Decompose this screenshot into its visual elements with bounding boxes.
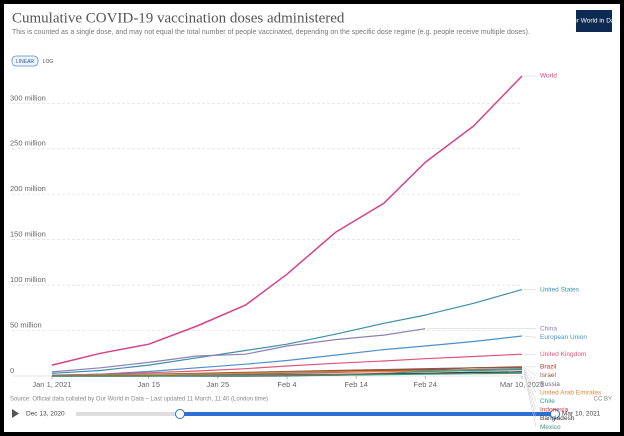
x-tick-label: Mar 10, 2021	[500, 380, 544, 389]
legend-label: Israel	[540, 372, 556, 379]
legend-leader	[523, 367, 537, 376]
legend-label: European Union	[540, 334, 587, 341]
y-tick-label: 200 million	[10, 184, 46, 193]
timeline-start: Dec 13, 2020	[26, 411, 65, 418]
y-tick-label: 50 million	[10, 321, 42, 330]
logo[interactable]: Our World in Data	[568, 18, 620, 25]
legend-label: Bangladesh	[540, 415, 575, 422]
legend-label: China	[540, 325, 557, 332]
x-tick-label: Jan 1, 2021	[32, 380, 71, 389]
series-line	[51, 328, 426, 373]
legend-label: Brazil	[540, 364, 557, 371]
legend-label: World	[540, 73, 557, 80]
legend-leader	[523, 369, 537, 402]
logo-box[interactable]	[576, 10, 612, 32]
y-tick-label: 100 million	[10, 275, 46, 284]
x-tick-label: Feb 4	[277, 380, 296, 389]
linear-button[interactable]	[11, 55, 39, 67]
x-tick-label: Jan 25	[207, 380, 230, 389]
y-tick-label: 0	[10, 366, 14, 375]
source: Source: Official data collated by Our Wo…	[10, 397, 268, 403]
log-label[interactable]: LOG	[43, 59, 54, 65]
y-tick-label: 150 million	[10, 230, 46, 239]
license: CC BY	[594, 397, 612, 403]
legend-leader	[523, 335, 537, 338]
legend-label: United States	[540, 286, 580, 293]
legend-label: Russia	[540, 381, 560, 388]
timeline-handle[interactable]	[550, 409, 560, 419]
legend-leader	[523, 371, 537, 410]
timeline-end: Mar 10, 2021	[562, 411, 601, 418]
series-line	[52, 372, 523, 377]
x-tick-label: Feb 24	[414, 380, 437, 389]
legend-label: United Arab Emirates	[540, 389, 602, 396]
legend-label: Chile	[540, 398, 555, 405]
series-line	[51, 335, 523, 377]
legend-leader	[523, 368, 537, 385]
y-tick-label: 300 million	[10, 93, 46, 102]
series-line	[51, 353, 523, 376]
legend-label: United Kingdom	[540, 351, 586, 358]
y-tick-label: 250 million	[10, 139, 46, 148]
legend-label: Indonesia	[540, 407, 569, 414]
series-line	[51, 289, 523, 374]
linear-label[interactable]: LINEAR	[16, 59, 34, 65]
legend-label: Mexico	[540, 424, 561, 431]
play-button[interactable]	[12, 409, 19, 418]
timeline-handle[interactable]	[175, 409, 185, 419]
legend-leader	[523, 369, 537, 393]
legend-leader	[523, 371, 537, 419]
chart-subtitle: This is counted as a single dose, and ma…	[12, 29, 530, 36]
x-tick-label: Feb 14	[344, 380, 367, 389]
chart-title: Cumulative COVID-19 vaccination doses ad…	[12, 10, 345, 26]
legend-leader	[523, 373, 537, 428]
series-line	[51, 75, 523, 366]
x-tick-label: Jan 15	[137, 380, 160, 389]
subtitle-box: This is counted as a single dose, and ma…	[12, 29, 530, 36]
